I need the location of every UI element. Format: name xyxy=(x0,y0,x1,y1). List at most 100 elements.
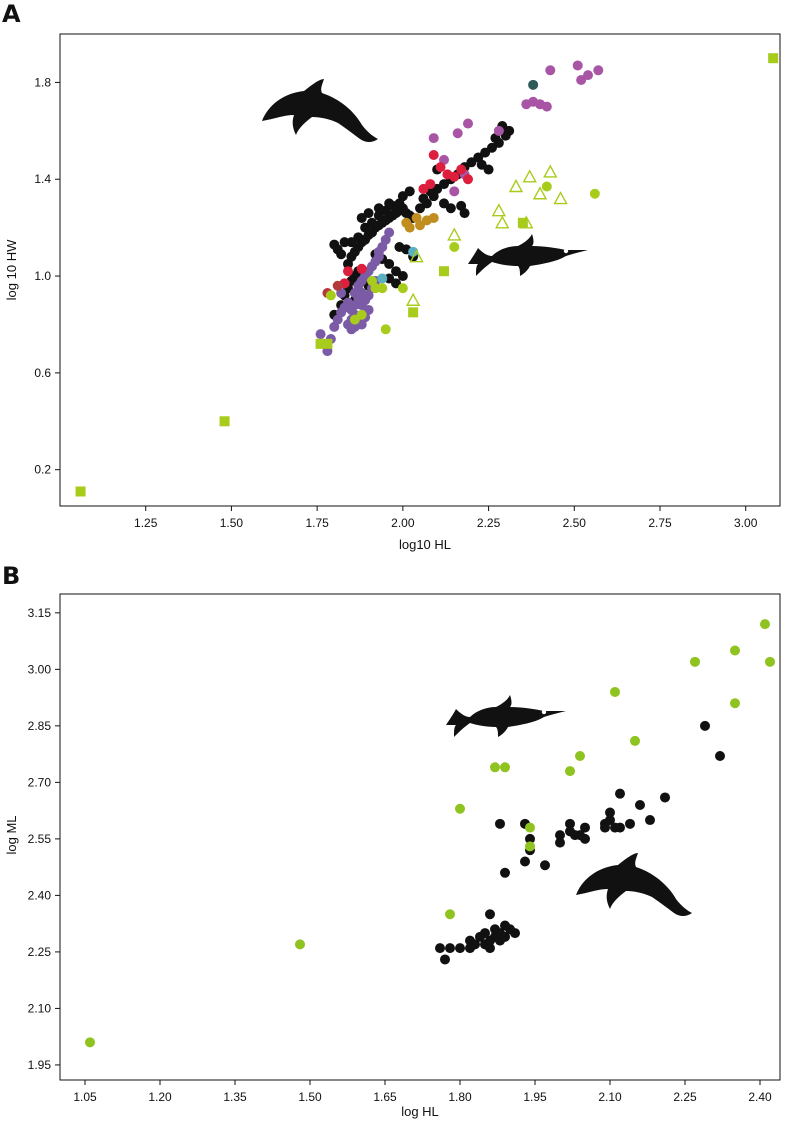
panel-a-data-point xyxy=(593,65,604,76)
panel-b-data-point xyxy=(500,931,510,942)
panel-a-y-tick-label: 0.2 xyxy=(34,463,51,477)
panel-a-data-point xyxy=(415,220,425,231)
panel-a-data-point xyxy=(339,237,350,248)
panel-b-data-point xyxy=(690,656,700,667)
panel-a-data-point xyxy=(363,208,374,219)
panel-b-y-axis-title: log ML xyxy=(4,815,19,854)
panel-b-x-tick-label: 1.35 xyxy=(223,1090,247,1104)
panel-a-x-tick-label: 3.00 xyxy=(734,516,758,530)
panel-a-data-point xyxy=(408,246,419,257)
panel-a-data-point xyxy=(409,249,424,263)
panel-b-data-point xyxy=(730,698,740,709)
panel-b-y-tick-label: 2.70 xyxy=(28,775,52,789)
panel-a-data-point xyxy=(583,70,593,81)
panel-a-y-tick-label: 0.6 xyxy=(34,366,51,380)
panel-a-data-point xyxy=(522,169,537,183)
panel-a-data-point xyxy=(491,203,507,217)
panel-b-x-tick-label: 1.80 xyxy=(448,1090,472,1104)
panel-b-letter: B xyxy=(2,562,20,590)
panel-a-data-point xyxy=(397,283,408,294)
panel-a-data-point xyxy=(447,227,462,241)
panel-a-data-point xyxy=(404,222,415,233)
panel-a-y-tick-label: 1.8 xyxy=(34,75,51,89)
panel-b-data-point xyxy=(510,928,520,939)
panel-a-data-point xyxy=(373,203,384,214)
panel-a-data-point xyxy=(397,271,408,282)
panel-a-data-point xyxy=(367,217,377,228)
panel-b-data-point xyxy=(500,867,510,878)
panel-a-data-point xyxy=(541,101,552,112)
panel-a-data-point xyxy=(449,242,460,253)
panel-b-data-point xyxy=(765,656,775,667)
panel-b-y-tick-label: 2.55 xyxy=(28,832,52,846)
panel-b: 1.05 1.20 1.35 1.50 1.65 1.80 1.95 2.10 2.25 2.40… xyxy=(4,593,781,1119)
panel-a-data-point xyxy=(508,179,524,193)
panel-b-data-point xyxy=(610,686,620,697)
panel-b-x-tick-label: 2.25 xyxy=(673,1090,697,1104)
panel-a-x-tick-label: 2.75 xyxy=(648,516,672,530)
panel-a-data-point xyxy=(349,321,360,332)
panel-b-data-point xyxy=(700,720,710,731)
panel-b-y-tick-label: 2.40 xyxy=(28,888,52,902)
panel-b-data-point xyxy=(520,856,530,867)
panel-a-plot-area xyxy=(59,33,781,507)
panel-b-data-point xyxy=(500,762,510,773)
panel-a-x-tick-label: 1.50 xyxy=(220,516,244,530)
panel-b-data-point xyxy=(295,939,305,950)
panel-b-y-tick-label: 2.25 xyxy=(28,945,52,959)
panel-b-data-point xyxy=(600,822,610,833)
panel-a-x-axis-title: log10 HL xyxy=(399,537,451,552)
panel-a-data-point xyxy=(394,242,405,253)
panel-b-data-point xyxy=(485,909,495,920)
panel-b-points xyxy=(85,619,775,1048)
panel-b-x-tick-label: 1.65 xyxy=(373,1090,397,1104)
panel-a-data-point xyxy=(439,266,449,277)
panel-a-data-point xyxy=(370,283,381,294)
panel-a-data-point xyxy=(541,181,552,192)
panel-a-data-point xyxy=(493,125,504,136)
panel-b-x-tick-label: 1.20 xyxy=(148,1090,172,1104)
panel-b-data-point xyxy=(580,833,590,844)
panel-b-data-point xyxy=(615,788,625,799)
panel-a-data-point xyxy=(377,273,388,284)
panel-b-data-point xyxy=(555,837,565,848)
panel-a-points xyxy=(75,53,779,497)
panel-a-data-point xyxy=(404,186,415,197)
panel-b-data-point xyxy=(440,954,450,965)
panel-a-data-point xyxy=(384,227,395,238)
panel-b-plot-area xyxy=(59,593,781,1081)
panel-a-data-point xyxy=(449,171,460,182)
panel-b-data-point xyxy=(715,751,725,761)
panel-b-data-point xyxy=(495,818,505,829)
panel-a-data-point xyxy=(768,53,779,64)
dolphin-silhouette-a xyxy=(262,79,378,142)
panel-a-data-point xyxy=(452,128,463,139)
panel-a-data-point xyxy=(380,324,391,335)
panel-a-data-point xyxy=(428,133,439,144)
panel-b-data-point xyxy=(470,939,480,950)
panel-b-data-point xyxy=(580,822,590,833)
panel-a-data-point xyxy=(219,416,230,427)
panel-a-data-point xyxy=(476,159,487,170)
panel-b-data-point xyxy=(455,803,465,814)
panel-b-y-tick-label: 2.85 xyxy=(28,719,52,733)
panel-a-data-point xyxy=(528,79,539,90)
panel-a-x-tick-label: 2.50 xyxy=(563,516,587,530)
panel-a-data-point xyxy=(532,186,548,200)
panel-b-data-point xyxy=(525,841,535,852)
panel-a-data-point xyxy=(456,164,467,175)
panel-b-data-point xyxy=(565,818,575,829)
panel-b-x-tick-label: 1.05 xyxy=(73,1090,97,1104)
panel-a-data-point xyxy=(545,65,556,76)
panel-b-data-point xyxy=(660,792,670,803)
panel-a-x-tick-label: 1.25 xyxy=(134,516,158,530)
ichthyosaur-silhouette-b xyxy=(446,695,566,737)
panel-b-x-axis-title: log HL xyxy=(401,1104,439,1119)
panel-b-data-point xyxy=(625,818,635,829)
panel-a-letter: A xyxy=(2,0,21,28)
panel-b-y-tick-label: 3.15 xyxy=(28,606,52,620)
panel-b-data-point xyxy=(435,943,445,954)
panel-a-data-point xyxy=(428,150,439,161)
panel-b-data-point xyxy=(605,807,615,818)
